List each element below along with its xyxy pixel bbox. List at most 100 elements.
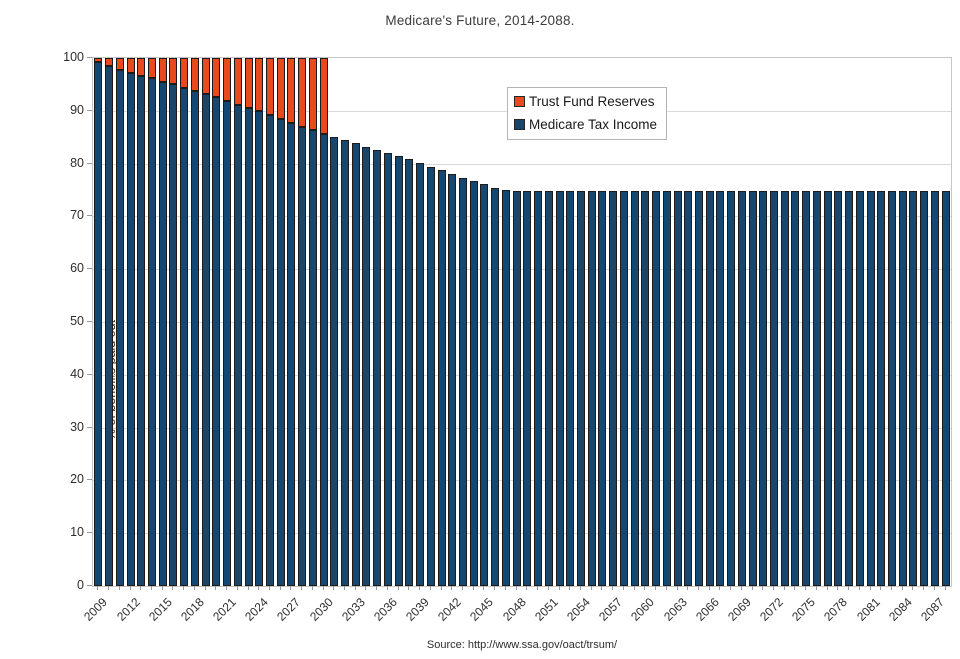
bar-2013-trust-fund-reserves xyxy=(137,58,146,76)
gridline-50 xyxy=(93,322,951,323)
y-tick-70 xyxy=(87,215,92,217)
gridline-30 xyxy=(93,427,951,429)
bar-2028-medicare-tax-income xyxy=(298,126,307,586)
x-tick-2049 xyxy=(526,586,528,590)
bar-2064-medicare-tax-income xyxy=(684,190,693,586)
y-tick-label-20: 20 xyxy=(70,472,84,487)
bar-2020-medicare-tax-income xyxy=(212,97,221,586)
x-tick-2021 xyxy=(226,586,228,590)
x-tick-2062 xyxy=(665,586,667,590)
bar-2026-medicare-tax-income xyxy=(276,118,285,586)
x-tick-2029 xyxy=(311,586,313,590)
bar-2021-trust-fund-reserves xyxy=(223,58,232,102)
bar-2017-medicare-tax-income xyxy=(180,88,189,586)
y-tick-80 xyxy=(87,162,92,164)
x-tick-2084 xyxy=(901,586,903,590)
bar-2031-medicare-tax-income xyxy=(330,137,339,586)
bar-2054-medicare-tax-income xyxy=(576,190,585,586)
x-tick-2053 xyxy=(569,586,571,590)
x-tick-2077 xyxy=(826,586,828,590)
bar-2038-medicare-tax-income xyxy=(405,159,414,586)
bar-2066-medicare-tax-income xyxy=(705,190,714,586)
bar-2018-medicare-tax-income xyxy=(190,91,199,586)
x-tick-2044 xyxy=(472,586,474,590)
x-tick-2025 xyxy=(268,586,270,590)
bar-2073-medicare-tax-income xyxy=(780,190,789,586)
bar-2074-medicare-tax-income xyxy=(791,190,800,586)
x-tick-2056 xyxy=(601,586,603,590)
x-tick-2023 xyxy=(247,586,249,590)
y-tick-60 xyxy=(87,268,92,270)
bar-2012-trust-fund-reserves xyxy=(126,58,135,74)
bar-2011-medicare-tax-income xyxy=(115,69,124,586)
bar-2010-medicare-tax-income xyxy=(105,65,114,586)
x-tick-2014 xyxy=(150,586,152,590)
bar-2037-medicare-tax-income xyxy=(394,156,403,586)
bar-2044-medicare-tax-income xyxy=(469,181,478,586)
bar-2025-trust-fund-reserves xyxy=(265,58,274,116)
bar-2039-medicare-tax-income xyxy=(416,163,425,586)
x-tick-2026 xyxy=(279,586,281,590)
bar-2071-medicare-tax-income xyxy=(759,190,768,586)
x-tick-2060 xyxy=(644,586,646,590)
bar-2082-medicare-tax-income xyxy=(877,190,886,586)
x-tick-2064 xyxy=(687,586,689,590)
bar-2042-medicare-tax-income xyxy=(448,174,457,586)
x-tick-2027 xyxy=(290,586,292,590)
bar-2068-medicare-tax-income xyxy=(727,190,736,586)
bar-2059-medicare-tax-income xyxy=(630,190,639,586)
bar-2056-medicare-tax-income xyxy=(598,190,607,586)
x-tick-2065 xyxy=(697,586,699,590)
x-tick-2069 xyxy=(740,586,742,590)
x-tick-2028 xyxy=(301,586,303,590)
x-tick-2052 xyxy=(558,586,560,590)
bar-2022-trust-fund-reserves xyxy=(233,58,242,105)
x-tick-2018 xyxy=(193,586,195,590)
x-tick-2035 xyxy=(376,586,378,590)
bar-2014-medicare-tax-income xyxy=(147,78,156,586)
x-tick-2072 xyxy=(773,586,775,590)
x-tick-2019 xyxy=(204,586,206,590)
x-tick-2040 xyxy=(429,586,431,590)
bar-2016-trust-fund-reserves xyxy=(169,58,178,85)
bar-2087-medicare-tax-income xyxy=(930,190,939,586)
gridline-80 xyxy=(93,163,951,165)
x-tick-2030 xyxy=(322,586,324,590)
x-tick-2081 xyxy=(869,586,871,590)
bar-2070-medicare-tax-income xyxy=(748,190,757,586)
x-tick-2054 xyxy=(579,586,581,590)
x-tick-2034 xyxy=(365,586,367,590)
gridline-70 xyxy=(93,216,951,218)
x-tick-2050 xyxy=(537,586,539,590)
bar-2088-medicare-tax-income xyxy=(941,190,950,586)
x-tick-2048 xyxy=(515,586,517,590)
x-tick-2071 xyxy=(762,586,764,590)
bar-2029-trust-fund-reserves xyxy=(308,58,317,131)
bar-2024-trust-fund-reserves xyxy=(255,58,264,111)
bar-2019-trust-fund-reserves xyxy=(201,58,210,94)
bar-2047-medicare-tax-income xyxy=(501,190,510,586)
y-tick-10 xyxy=(87,532,92,534)
x-tick-2038 xyxy=(408,586,410,590)
x-tick-2083 xyxy=(891,586,892,590)
bar-2023-trust-fund-reserves xyxy=(244,58,253,108)
x-tick-2020 xyxy=(215,586,217,590)
x-tick-2076 xyxy=(815,586,817,590)
chart-title: Medicare's Future, 2014-2088. xyxy=(385,13,575,28)
x-tick-2070 xyxy=(751,586,753,590)
x-tick-2085 xyxy=(912,586,914,590)
bar-2023-medicare-tax-income xyxy=(244,107,253,586)
bar-2069-medicare-tax-income xyxy=(737,190,746,586)
x-tick-2086 xyxy=(923,586,925,590)
bar-2019-medicare-tax-income xyxy=(201,93,210,586)
bar-2084-medicare-tax-income xyxy=(898,190,907,586)
legend-item-medicare-tax-income: Medicare Tax Income xyxy=(514,114,657,135)
bar-2045-medicare-tax-income xyxy=(480,184,489,586)
y-tick-label-10: 10 xyxy=(70,525,84,540)
bar-2058-medicare-tax-income xyxy=(619,190,628,586)
bar-2062-medicare-tax-income xyxy=(662,190,671,586)
bar-2041-medicare-tax-income xyxy=(437,170,446,586)
plot-area: % of benefits paid out xyxy=(92,57,952,587)
bar-2012-medicare-tax-income xyxy=(126,73,135,586)
